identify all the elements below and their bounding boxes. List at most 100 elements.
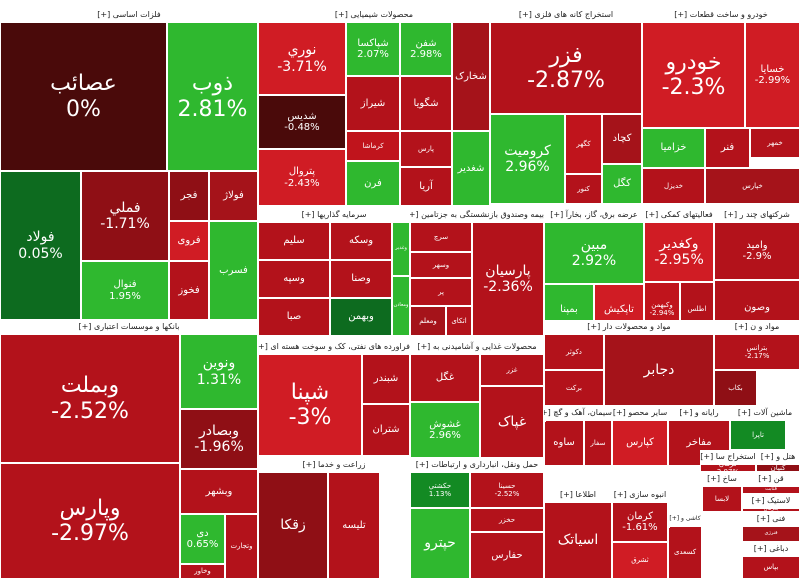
- stock-tile[interactable]: شیراز: [346, 76, 400, 131]
- stock-tile[interactable]: فنر: [705, 128, 750, 168]
- sector-title[interactable]: شرکتهای چند ر [+]: [724, 210, 790, 219]
- stock-tile[interactable]: فنوال 1.95%: [81, 261, 169, 320]
- stock-tile[interactable]: وصنا: [330, 260, 392, 298]
- stock-tile[interactable]: غزر: [480, 354, 544, 386]
- sector-title[interactable]: انبوه سازی [+]: [613, 490, 667, 499]
- stock-tile[interactable]: نوري -3.71%: [258, 22, 346, 95]
- stock-tile[interactable]: شگویا: [400, 76, 452, 131]
- stock-tile[interactable]: عصائب 0%: [0, 22, 167, 171]
- sector-title[interactable]: کاشی و [+]: [669, 515, 701, 522]
- stock-tile[interactable]: کسعدی: [668, 526, 702, 579]
- stock-tile[interactable]: خسایا -2.99%: [745, 22, 800, 128]
- stock-tile[interactable]: شفن 2.98%: [400, 22, 452, 76]
- stock-tile[interactable]: خودرو -2.3%: [642, 22, 745, 128]
- stock-tile[interactable]: وتجارت: [225, 514, 258, 579]
- stock-tile[interactable]: فولاد 0.05%: [0, 171, 81, 320]
- sector-title[interactable]: مواد و محصولات دار [+]: [587, 322, 671, 331]
- stock-tile[interactable]: شپنا -3%: [258, 354, 362, 456]
- sector-title[interactable]: فراورده های نفتی، کک و سوخت هسته ای [+]: [258, 342, 410, 351]
- stock-tile[interactable]: ساوه: [544, 420, 584, 466]
- stock-tile[interactable]: مبين 2.92%: [544, 222, 644, 284]
- sector-title[interactable]: فلزات اساسی [+]: [97, 10, 161, 19]
- stock-tile[interactable]: صبا: [258, 298, 330, 336]
- stock-tile[interactable]: آریا: [400, 167, 452, 206]
- stock-tile[interactable]: وبشهر: [180, 469, 258, 514]
- sector-title[interactable]: دباغی [+]: [753, 544, 789, 553]
- stock-tile[interactable]: فروی: [169, 221, 209, 261]
- stock-tile[interactable]: کحافظ: [668, 526, 670, 528]
- sector-title[interactable]: زراعت و خدما [+]: [302, 460, 366, 469]
- sector-title[interactable]: فعالیتهای کمکی [+]: [645, 210, 713, 219]
- stock-tile[interactable]: ثنوسا: [0, 14, 2, 16]
- stock-tile[interactable]: پارس: [400, 131, 452, 167]
- stock-tile[interactable]: دی 0.65%: [180, 514, 225, 564]
- stock-tile[interactable]: غگل: [410, 354, 480, 402]
- stock-tile[interactable]: فنرژی: [742, 526, 800, 542]
- stock-tile[interactable]: شتران: [362, 404, 410, 456]
- stock-tile[interactable]: تپمپی: [786, 420, 788, 450]
- sector-title[interactable]: سرمایه گذاریها [+]: [301, 210, 367, 219]
- stock-tile[interactable]: حکشتي 1.13%: [410, 472, 470, 508]
- sector-title[interactable]: ماشین آلات [+]: [737, 408, 793, 417]
- stock-tile[interactable]: وامید -2.9%: [714, 222, 800, 280]
- stock-tile[interactable]: فسرب: [209, 221, 258, 320]
- stock-tile[interactable]: ومعلم: [410, 306, 446, 336]
- stock-tile[interactable]: دجابر: [604, 334, 714, 406]
- sector-title[interactable]: استخراج کانه های فلزی [+]: [518, 10, 614, 19]
- stock-tile[interactable]: ومعادن: [392, 276, 410, 336]
- stock-tile[interactable]: دکوثر: [544, 334, 604, 370]
- stock-tile[interactable]: وبصادر -1.96%: [180, 409, 258, 469]
- stock-tile[interactable]: کگهر: [565, 114, 602, 174]
- stock-tile[interactable]: پتروال -2.43%: [258, 149, 346, 206]
- stock-tile[interactable]: فولاژ: [209, 171, 258, 221]
- stock-tile[interactable]: حفارس: [470, 532, 544, 579]
- stock-tile[interactable]: کرمان2.07%: [700, 464, 756, 472]
- stock-tile[interactable]: گنیان: [756, 464, 800, 472]
- stock-tile[interactable]: سليم: [258, 222, 330, 260]
- sector-title[interactable]: حمل ونقل، انبارداری و ارتباطات [+]: [415, 460, 539, 469]
- stock-tile[interactable]: کروميت 2.96%: [490, 114, 565, 204]
- sector-title[interactable]: فنی [+]: [756, 514, 786, 523]
- stock-tile[interactable]: کسرا: [612, 466, 668, 468]
- stock-tile[interactable]: شخارک: [452, 22, 490, 131]
- sector-title[interactable]: رایانه و [+]: [679, 408, 719, 417]
- sector-title[interactable]: محصولات غذایی و آشامیدنی به [+]: [417, 342, 537, 351]
- stock-tile[interactable]: شپاکسا 2.07%: [346, 22, 400, 76]
- stock-tile[interactable]: وسپه: [258, 260, 330, 298]
- stock-tile[interactable]: خمهر: [750, 128, 800, 158]
- stock-tile[interactable]: وغدیر: [392, 222, 410, 276]
- stock-tile[interactable]: کنور: [565, 174, 602, 204]
- stock-tile[interactable]: غپاک: [480, 386, 544, 458]
- stock-tile[interactable]: وخاور: [180, 564, 225, 579]
- sector-title[interactable]: بیمه وصندوق بازنشستگی به جزتامین [+]: [410, 210, 544, 219]
- stock-tile[interactable]: فزر -2.87%: [490, 22, 642, 114]
- sector-title[interactable]: محصولات شیمیایی [+]: [334, 10, 414, 19]
- stock-tile[interactable]: ذوب 2.81%: [167, 22, 258, 171]
- stock-tile[interactable]: وبهمن: [330, 298, 392, 336]
- stock-tile[interactable]: حپترو: [410, 508, 470, 579]
- stock-tile[interactable]: وکغدیر -2.95%: [644, 222, 714, 282]
- stock-tile[interactable]: کرماشا: [346, 131, 400, 161]
- stock-tile[interactable]: ثشرق: [612, 542, 668, 579]
- stock-tile[interactable]: خزامیا: [642, 128, 705, 168]
- stock-tile[interactable]: اتکای: [446, 306, 472, 336]
- stock-tile[interactable]: اسیاتک: [544, 502, 612, 579]
- stock-tile[interactable]: شدیس -0.48%: [258, 95, 346, 149]
- stock-tile[interactable]: بکاب: [714, 370, 757, 406]
- stock-tile[interactable]: وبملت -2.52%: [0, 334, 180, 463]
- stock-tile[interactable]: فجر: [169, 171, 209, 221]
- sector-title[interactable]: عرضه برق، گاز، بخارآ [+]: [550, 210, 638, 219]
- stock-tile[interactable]: فخوز: [169, 261, 209, 320]
- stock-tile[interactable]: غشوش 2.96%: [410, 402, 480, 458]
- stock-tile[interactable]: سرچ: [410, 222, 472, 252]
- stock-tile[interactable]: سخوز: [544, 420, 546, 422]
- stock-tile[interactable]: پر: [410, 278, 472, 306]
- stock-tile[interactable]: کرمان -1.61%: [612, 502, 668, 542]
- stock-tile[interactable]: لابسا: [702, 486, 742, 512]
- sector-title[interactable]: استخراج سا [+]: [700, 452, 756, 461]
- stock-tile[interactable]: قثابت: [742, 486, 800, 494]
- stock-tile[interactable]: کگل: [602, 164, 642, 204]
- sector-title[interactable]: لاستیک [+]: [751, 496, 791, 505]
- stock-tile[interactable]: بترانس -2.17%: [714, 334, 800, 370]
- stock-tile[interactable]: فرن: [346, 161, 400, 206]
